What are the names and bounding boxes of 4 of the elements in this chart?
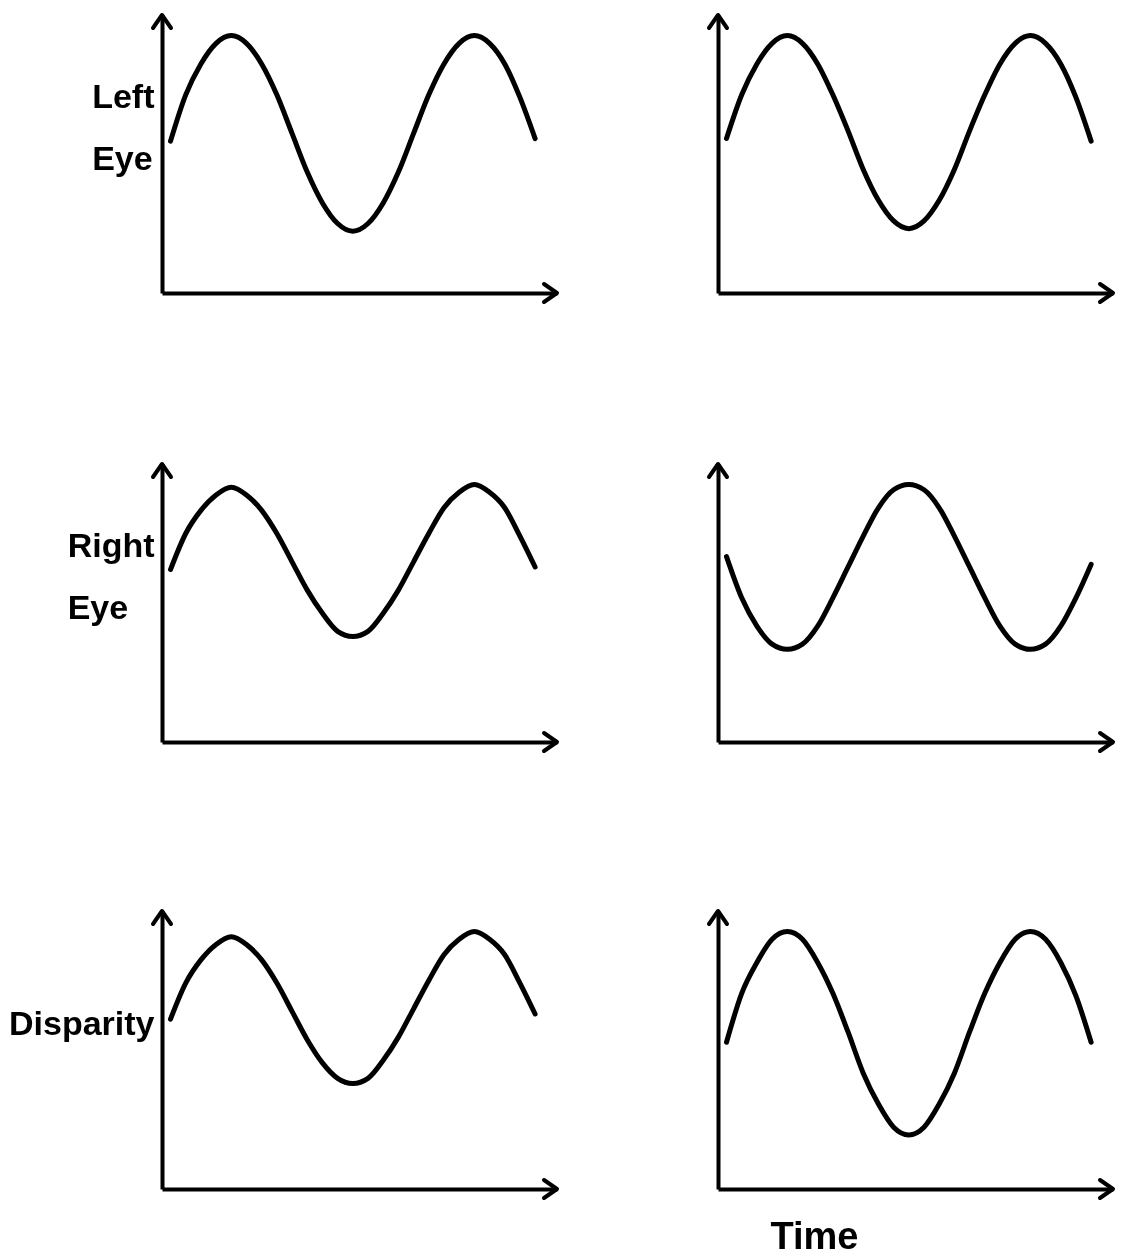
- y-axis-title: Disparity: [9, 1003, 155, 1042]
- x-axis-title: Time: [770, 1214, 859, 1255]
- y-axis-title: Right Eye: [67, 525, 155, 626]
- y-axis-title: Left Eye: [92, 76, 155, 177]
